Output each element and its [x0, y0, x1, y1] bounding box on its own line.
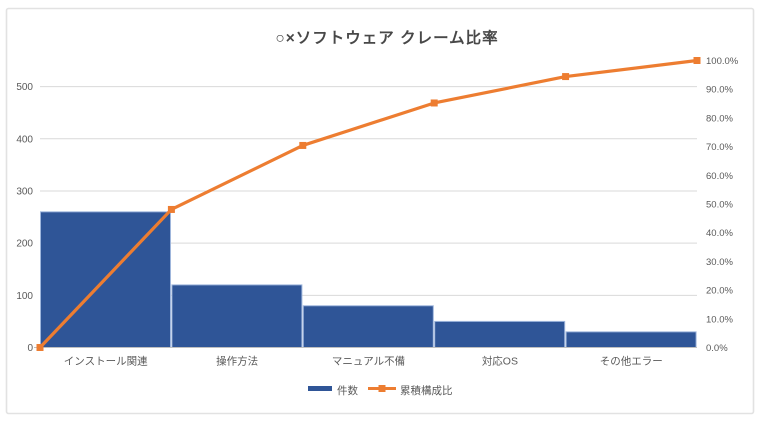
y-axis-tick-label: 400	[16, 134, 33, 145]
pct-axis-tick-label: 10.0%	[706, 314, 733, 325]
chart-title[interactable]: ○×ソフトウェア クレーム比率	[275, 28, 498, 47]
cumulative-marker-3	[430, 99, 438, 107]
bar-4[interactable]	[565, 331, 697, 349]
category-label-3: 対応OS	[482, 355, 518, 368]
legend-swatch-bar[interactable]	[308, 386, 332, 391]
legend-marker-square[interactable]	[378, 385, 386, 392]
y-axis-tick-label: 300	[16, 186, 33, 197]
pct-axis-tick-label: 70.0%	[706, 142, 733, 153]
pct-axis-tick-label: 90.0%	[706, 85, 733, 96]
pct-axis-tick-label: 80.0%	[706, 113, 733, 124]
pct-axis-tick-label: 0.0%	[706, 343, 728, 354]
category-label-0: インストール関連	[64, 355, 148, 368]
bar-1[interactable]	[171, 284, 303, 348]
bar-3[interactable]	[434, 320, 566, 348]
y-axis-tick-label: 100	[16, 291, 33, 302]
cumulative-marker-1	[167, 205, 175, 213]
pct-axis-tick-label: 60.0%	[706, 171, 733, 182]
cumulative-marker-5	[693, 57, 701, 64]
legend-label-line[interactable]: 累積構成比	[400, 384, 453, 397]
pct-axis-tick-label: 20.0%	[706, 286, 733, 297]
pct-axis-tick-label: 50.0%	[706, 200, 733, 211]
pct-axis-tick-label: 100.0%	[706, 56, 739, 67]
y-axis-tick-label: 500	[16, 82, 33, 93]
chart-frame-border	[5, 7, 755, 415]
cumulative-marker-0	[36, 344, 44, 351]
category-label-2: マニュアル不備	[332, 355, 405, 368]
y-axis-tick-label: 200	[16, 239, 33, 250]
category-label-4: その他エラー	[600, 355, 663, 368]
category-label-1: 操作方法	[216, 355, 258, 368]
pct-axis-tick-label: 30.0%	[706, 257, 733, 268]
pct-axis-tick-label: 40.0%	[706, 228, 733, 239]
legend-label-bar[interactable]: 件数	[337, 384, 358, 397]
y-axis-tick-label: 0	[27, 343, 33, 354]
bar-2[interactable]	[302, 305, 434, 348]
cumulative-marker-2	[299, 141, 307, 149]
cumulative-marker-4	[562, 73, 570, 81]
cumulative-line[interactable]	[38, 58, 698, 349]
